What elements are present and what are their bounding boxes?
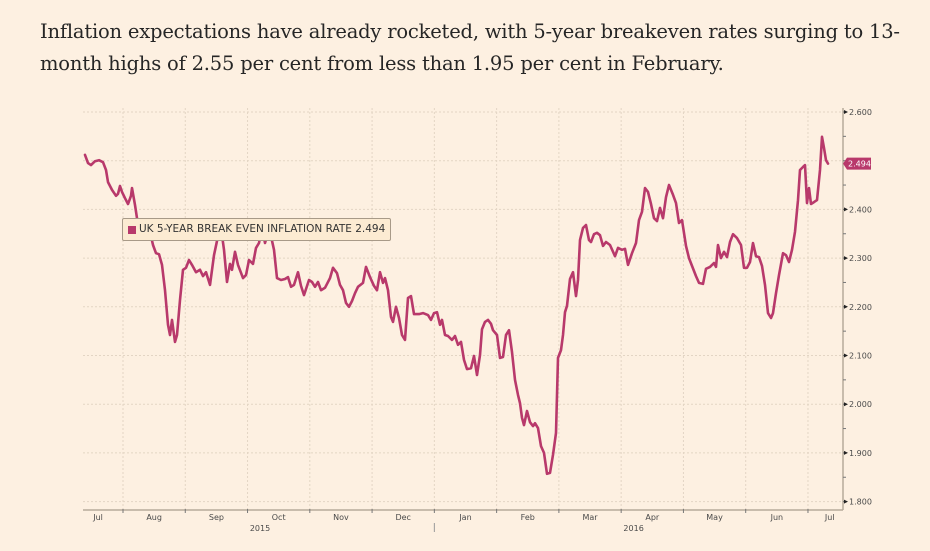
x-tick-label: May	[706, 513, 723, 522]
chart-legend: UK 5-YEAR BREAK EVEN INFLATION RATE 2.49…	[122, 218, 392, 241]
y-tick-label: 1.900	[849, 449, 872, 458]
x-tick-label: Oct	[272, 513, 286, 522]
y-tick-label: 1.800	[849, 498, 872, 507]
x-tick-label: Jul	[92, 513, 103, 522]
y-tick-label: 2.300	[849, 254, 872, 263]
y-tick-marker	[844, 207, 848, 212]
y-tick-label: 2.200	[849, 303, 872, 312]
y-tick-label: 2.000	[849, 400, 872, 409]
tick-labels: 1.800 1.900 2.000 2.100 2.200 2.300 2.400 2.600…	[92, 108, 872, 533]
article-caption: Inflation expectations have already rock…	[40, 20, 900, 75]
x-tick-label: Jan	[458, 513, 471, 522]
series-line	[83, 135, 830, 476]
y-tick-marker	[844, 450, 848, 455]
x-tick-label: Mar	[582, 513, 598, 522]
y-tick-label: 2.600	[849, 108, 872, 117]
y-tick-marker	[844, 304, 848, 309]
y-tick-label: 2.100	[849, 352, 872, 361]
legend-swatch	[128, 225, 136, 234]
x-tick-label: Sep	[209, 513, 224, 522]
y-tick-label: 2.400	[849, 205, 872, 214]
year-label: 2016	[623, 524, 643, 533]
axes	[83, 108, 848, 532]
x-tick-label: Jun	[770, 513, 784, 522]
x-tick-label: Apr	[645, 513, 660, 522]
x-tick-label: Dec	[395, 513, 410, 522]
last-value-badge	[843, 157, 871, 170]
y-tick-marker	[844, 353, 848, 358]
x-tick-label: Aug	[146, 513, 162, 522]
x-tick-label: Feb	[521, 513, 535, 522]
gridlines	[83, 108, 843, 510]
last-value-label: 2.494	[848, 160, 871, 169]
y-tick-marker	[844, 499, 848, 504]
year-label: 2015	[250, 524, 270, 533]
y-tick-marker	[844, 402, 848, 407]
legend-label: UK 5-YEAR BREAK EVEN INFLATION RATE 2.49…	[139, 223, 386, 235]
series-layer	[83, 135, 830, 476]
line-chart: 1.800 1.900 2.000 2.100 2.200 2.300 2.400 2.600…	[83, 108, 872, 533]
x-tick-label: Nov	[333, 513, 349, 522]
y-tick-marker	[844, 256, 848, 261]
x-tick-label: Jul	[824, 513, 835, 522]
y-tick-marker	[844, 110, 848, 114]
chart-container: 1.800 1.900 2.000 2.100 2.200 2.300 2.400 2.600…	[0, 90, 930, 551]
